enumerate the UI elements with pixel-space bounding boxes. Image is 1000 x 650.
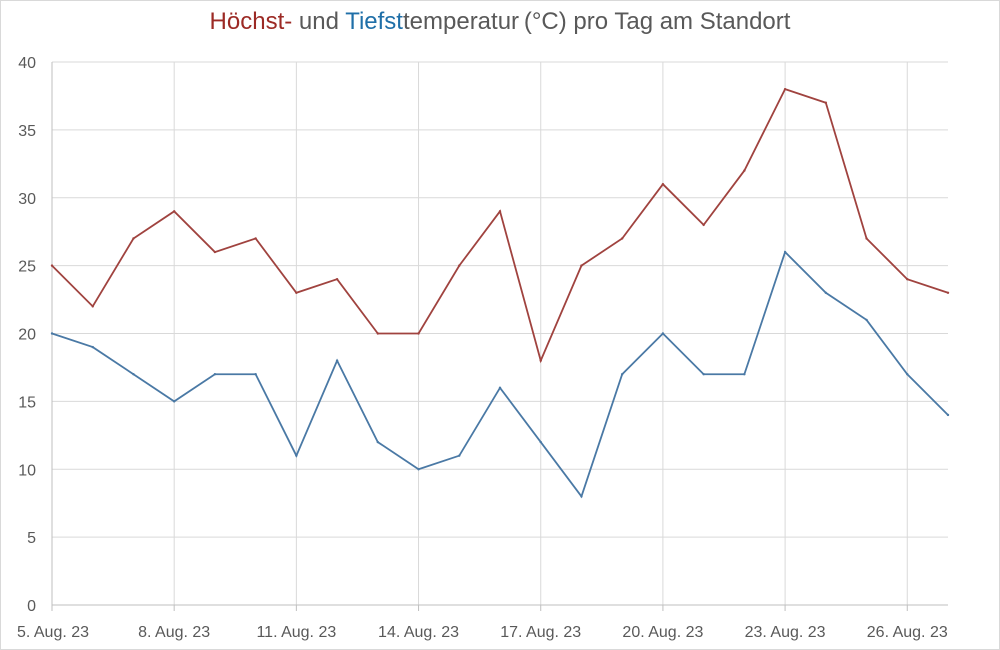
data-point-high [539,359,542,362]
data-point-high [213,250,217,254]
data-point-low [906,373,909,376]
data-point-low [172,400,176,403]
x-tick-label: 20. Aug. 23 [622,624,703,641]
y-tick-label: 0 [27,598,36,615]
data-point-low [335,359,339,362]
data-point-low [946,413,950,417]
axis-layer [51,62,948,611]
data-point-low [458,454,461,457]
data-point-high [254,237,257,240]
data-point-high [824,101,828,104]
y-tick-label: 25 [18,259,36,276]
title-low-part: Tiefst [345,8,403,35]
tick-label-layer: 0 5 10 15 20 25 30 35 40 5. Aug. 23 8. Aug. 23 11. … [17,55,948,641]
data-point-low [539,440,542,444]
data-point-high [498,210,502,213]
title-high-part: Höchst- [209,8,293,35]
data-point-high [132,237,135,240]
y-tick-label: 30 [18,191,36,208]
data-point-high [946,291,950,294]
data-point-high [783,87,787,91]
data-point-low [783,250,787,254]
data-point-low [417,468,420,471]
data-point-high [620,237,624,240]
data-point-low [824,291,828,294]
y-tick-label: 35 [18,123,36,140]
data-point-high [295,291,298,294]
data-point-high [865,237,868,240]
title-mid-part: und [292,8,346,35]
y-tick-label: 40 [18,55,36,72]
y-tick-label: 5 [27,530,36,547]
data-point-high [335,278,339,281]
data-point-high [702,223,705,227]
series-line-low [51,250,949,499]
data-point-low [580,495,583,498]
data-point-low [50,332,54,335]
series-layer [50,87,950,499]
x-tick-label: 11. Aug. 23 [256,624,336,641]
data-point-low [865,318,868,322]
data-point-low [376,440,380,444]
data-point-high [458,264,461,267]
data-point-low [661,332,665,335]
data-point-high [172,210,176,213]
y-tick-label: 15 [18,394,36,411]
data-point-low [91,345,94,349]
data-point-low [132,373,135,376]
data-point-low [743,373,746,376]
x-tick-label: 5. Aug. 23 [17,624,89,641]
data-point-low [620,373,624,376]
data-point-high [376,332,380,335]
data-point-high [743,169,746,172]
data-point-high [661,182,665,186]
data-point-high [91,305,94,308]
x-tick-label: 14. Aug. 23 [378,624,459,641]
title-rest-part: temperatur (°C) pro Tag am Standort [402,8,791,35]
x-tick-label: 8. Aug. 23 [138,624,210,641]
chart-title: Höchst- und Tiefsttemperatur (°C) pro Ta… [0,8,1000,36]
data-point-low [213,373,217,376]
data-point-high [580,264,583,267]
data-point-high [417,332,420,335]
data-point-low [498,386,502,389]
x-tick-label: 26. Aug. 23 [867,624,948,641]
y-tick-label: 10 [18,462,36,479]
y-tick-label: 20 [18,327,36,344]
x-tick-label: 17. Aug. 23 [500,624,581,641]
data-point-low [254,373,257,376]
grid-layer [52,61,948,605]
data-point-high [50,264,54,267]
data-point-low [702,373,705,376]
data-point-low [295,454,298,457]
x-tick-label: 23. Aug. 23 [745,624,826,641]
data-point-high [906,278,909,281]
